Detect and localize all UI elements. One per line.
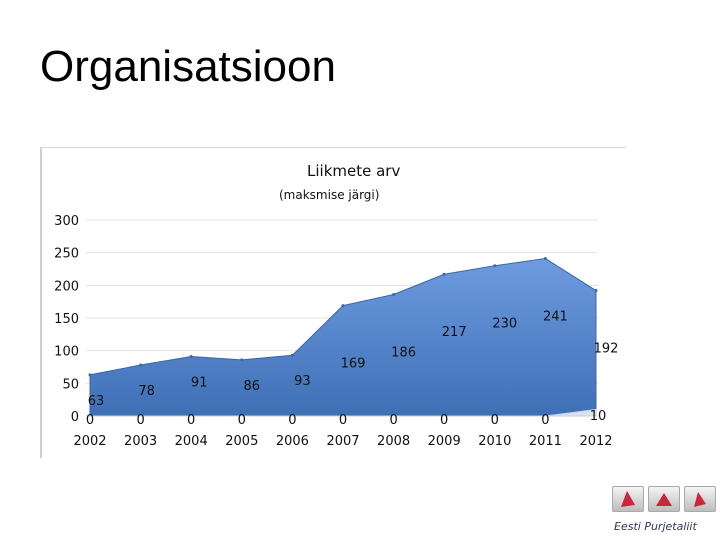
data-label: 91 (191, 376, 208, 391)
member-count-chart: Liikmete arv (maksmise järgi) 300 250 200 1… (54, 162, 619, 449)
data-label: 86 (244, 379, 261, 394)
slide-title: Organisatsioon (40, 42, 336, 91)
y-tick-label: 100 (54, 345, 79, 360)
chart-frame: Liikmete arv (maksmise järgi) 300 250 200 1… (40, 147, 626, 458)
data-point (594, 289, 598, 293)
data-point (442, 272, 446, 276)
data-point (392, 292, 396, 296)
x-tick-label: 2006 (276, 434, 309, 449)
x-tick-label: 2008 (377, 434, 410, 449)
x-tick-label: 2004 (175, 434, 208, 449)
y-tick-label: 150 (54, 312, 79, 327)
data-point (139, 363, 143, 367)
data-label: 169 (341, 357, 366, 372)
data-label: 217 (442, 325, 467, 340)
x-tick-label: 2005 (225, 434, 258, 449)
sailboat-icon (656, 493, 672, 506)
data-label: 0 (86, 413, 94, 428)
y-tick-label: 250 (54, 247, 79, 262)
data-label: 192 (594, 342, 619, 357)
sailboat-icon (621, 491, 635, 507)
data-label: 186 (391, 345, 416, 360)
sailboat-icon (694, 492, 706, 507)
logo-tile (612, 486, 644, 512)
x-tick-label: 2012 (579, 434, 612, 449)
data-label: 230 (492, 317, 517, 332)
y-tick-label: 200 (54, 279, 79, 294)
x-tick-label: 2007 (326, 434, 359, 449)
x-tick-label: 2003 (124, 434, 157, 449)
data-label: 10 (590, 409, 607, 424)
data-label: 0 (187, 413, 195, 428)
data-label: 0 (288, 413, 296, 428)
data-point (341, 304, 345, 308)
data-point (240, 358, 244, 362)
y-axis-ticks: 300 250 200 150 100 50 0 (54, 214, 79, 425)
plot-area (88, 257, 598, 417)
logo-tile (648, 486, 680, 512)
y-tick-label: 50 (62, 377, 79, 392)
series-area-secondary (90, 408, 597, 417)
data-point (290, 353, 294, 357)
data-point (189, 355, 193, 359)
logo-text: Eesti Purjetaliit (614, 520, 697, 533)
x-tick-label: 2011 (529, 434, 562, 449)
y-tick-label: 0 (71, 410, 79, 425)
data-label: 0 (238, 413, 246, 428)
data-labels: 63 78 91 86 93 169 186 217 230 241 192 0 0 0 0 0 0 0 0 0 0 10 (86, 310, 619, 428)
series-area-members (89, 258, 597, 417)
x-tick-label: 2010 (478, 434, 511, 449)
x-axis-ticks: 2002 2003 2004 2005 2006 2007 2008 2009 2010 2011… (73, 434, 612, 449)
data-label: 78 (138, 384, 155, 399)
chart-subtitle: (maksmise järgi) (279, 188, 379, 202)
x-tick-label: 2009 (428, 434, 461, 449)
data-label: 0 (389, 413, 397, 428)
data-label: 241 (543, 310, 568, 325)
logo-tile (684, 486, 716, 512)
data-label: 0 (339, 413, 347, 428)
data-label: 63 (88, 394, 105, 409)
data-label: 0 (136, 413, 144, 428)
data-label: 0 (491, 413, 499, 428)
chart-title: Liikmete arv (307, 162, 400, 180)
x-tick-label: 2002 (73, 434, 106, 449)
data-point (88, 373, 92, 377)
y-tick-label: 300 (54, 214, 79, 229)
data-point (493, 264, 497, 268)
data-label: 93 (294, 374, 311, 389)
data-point (543, 257, 547, 261)
data-label: 0 (541, 413, 549, 428)
logo: Eesti Purjetaliit (608, 480, 716, 538)
data-label: 0 (440, 413, 448, 428)
